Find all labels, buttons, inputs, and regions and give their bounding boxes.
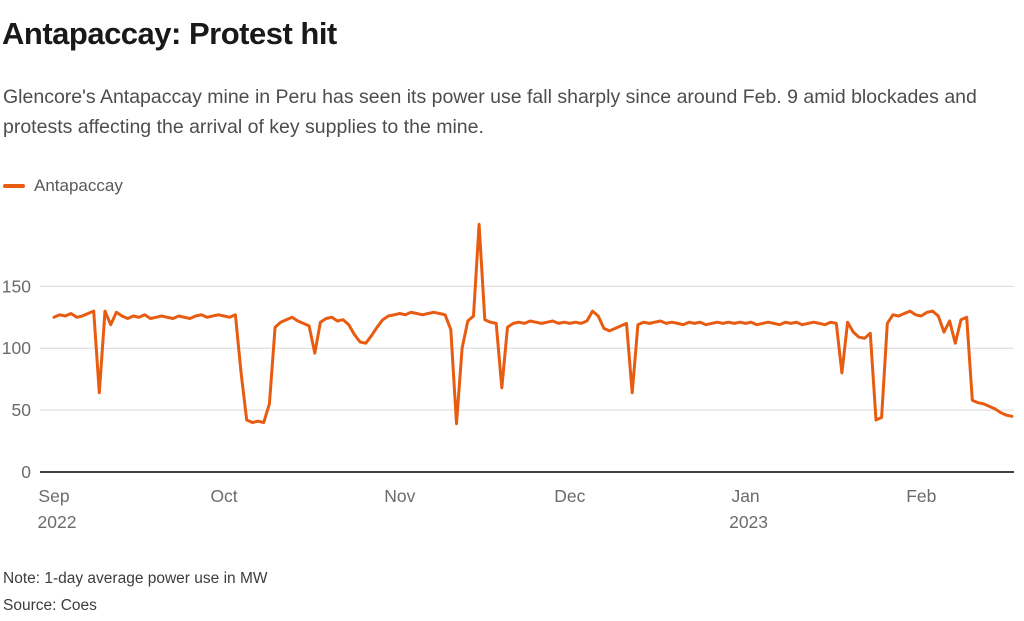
chart-subtitle: Glencore's Antapaccay mine in Peru has s… <box>3 86 977 138</box>
legend-line-swatch-icon <box>3 184 25 188</box>
x-year-label: 2023 <box>729 512 768 532</box>
y-tick-label: 50 <box>12 400 32 420</box>
y-tick-label: 150 <box>2 276 31 296</box>
chart-note: Note: 1-day average power use in MW <box>3 570 268 587</box>
x-tick-label: Oct <box>210 486 237 506</box>
chart-legend: Antapaccay <box>3 176 123 196</box>
x-tick-label: Jan <box>731 486 759 506</box>
x-year-label: 2022 <box>38 512 77 532</box>
y-tick-label: 0 <box>21 462 31 482</box>
x-tick-label: Dec <box>554 486 585 506</box>
x-tick-label: Sep <box>38 486 69 506</box>
legend-label: Antapaccay <box>34 176 123 195</box>
series-line-antapaccay <box>52 222 1014 426</box>
line-chart: 0 50 100 150 Sep 2022 Oct Nov Dec Jan 2023 Feb <box>2 222 1014 532</box>
y-tick-label: 100 <box>2 338 31 358</box>
chart-source: Source: Coes <box>3 597 97 614</box>
x-tick-label: Feb <box>906 486 936 506</box>
x-tick-label: Nov <box>384 486 415 506</box>
page-title: Antapaccay: Protest hit <box>2 16 337 51</box>
